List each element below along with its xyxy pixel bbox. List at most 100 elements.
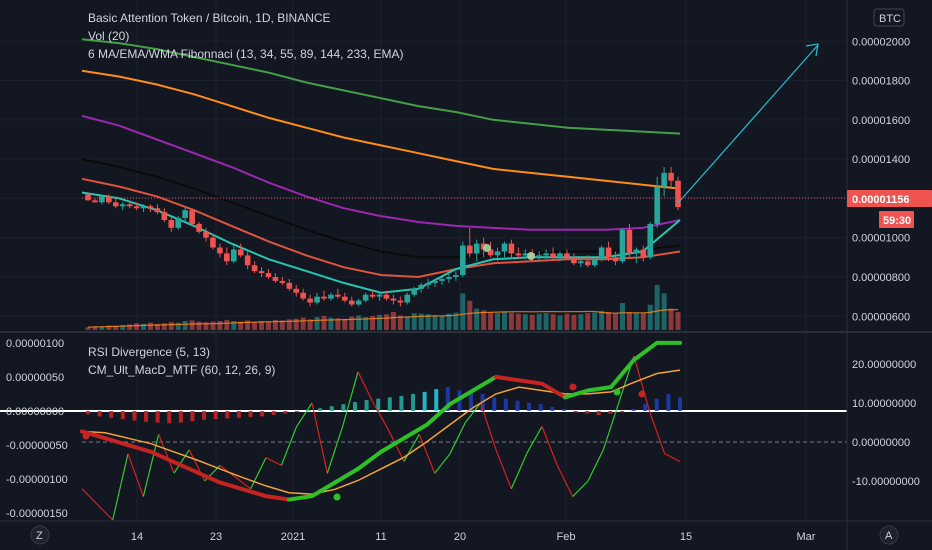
countdown-tag: 59:30 [879,211,914,228]
macd-histogram-bar [527,402,532,411]
rsi-segment [495,449,512,490]
symbol-title[interactable]: Basic Attention Token / Bitcoin, 1D, BIN… [88,11,331,25]
rsi-legend[interactable]: RSI Divergence (5, 13) [88,345,210,359]
volume-bar [328,317,334,330]
macd-histogram-bar [352,402,357,411]
volume-bar [238,321,244,330]
rsi-segment [326,426,344,474]
volume-bar [606,312,612,330]
rsi-segment [572,480,589,498]
macd-histogram-bar [515,400,520,411]
candle-body [147,206,154,209]
candle-body [668,172,674,181]
candle-body [432,280,438,283]
auto-scale-icon[interactable]: A [879,525,899,545]
candle-body [342,296,348,301]
macd-histogram-bar [97,410,102,417]
candle-body [439,278,445,281]
countdown-value: 59:30 [883,215,911,227]
macd-histogram-bar [294,410,299,413]
volume-bar [613,313,619,330]
rsi-segment [357,371,374,404]
macd-histogram-bar [376,398,381,411]
candle-body [626,229,633,254]
macd-histogram-bar [666,393,671,411]
candle-body [237,249,244,256]
price-tag-value: 0.00001156 [852,194,910,206]
volume-bar [342,318,348,330]
macd-line-segment [126,443,153,454]
macd-line-segment [632,340,659,362]
ema-line-1 [81,38,681,135]
candle-body [571,257,577,264]
volume-bar [259,321,265,330]
rsi-segment [342,371,359,427]
candle-body [210,237,216,248]
candle-body [321,296,327,299]
macd-histogram-bar [619,410,624,413]
lower-right-tick: 0.00000000 [852,437,910,449]
macd-line-segment [218,480,245,492]
macd-line-segment [540,381,567,400]
rsi-segment [449,422,466,454]
candle-body [92,200,98,203]
lower-right-tick: 20.00000000 [852,359,916,371]
candle-body [612,257,619,262]
macd-cross-dot [569,383,577,391]
volume-bar [203,322,209,330]
currency-badge[interactable]: BTC [873,8,905,27]
volume-bar [307,319,313,330]
volume-bar [141,323,147,330]
rsi-segment [127,453,144,497]
projection-arrow[interactable] [677,43,819,204]
timezone-toggle-icon[interactable]: Z [30,525,50,545]
volume-bar [370,315,376,330]
ma-legend[interactable]: 6 MA/EMA/WMA Fibonnaci (13, 34, 55, 89, … [88,47,403,61]
price-tick-label: 0.00001800 [852,76,910,88]
volume-bar [439,315,445,330]
volume-bar [557,315,563,330]
candle-body [411,288,418,295]
candle-body [196,223,202,232]
ema-line-5 [81,177,681,279]
macd-line-segment [356,449,383,471]
macd-histogram-bar [654,398,659,411]
macd-line-segment [149,449,176,465]
macd-line-segment [172,460,199,475]
volume-bar [453,312,459,330]
volume-bar [467,300,473,330]
volume-legend[interactable]: Vol (20) [88,29,129,43]
volume-bar [314,317,320,330]
volume-bar [675,312,681,330]
rsi-segment [664,453,681,463]
rsi-segment [250,457,267,490]
macd-line-segment [563,388,590,400]
volume-bar [529,314,535,330]
volume-bar [85,327,91,330]
macd-line-segment [471,374,498,393]
rsi-segment [587,449,604,482]
candle-body [487,249,494,256]
candle-body [126,204,133,207]
price-tick-label: 0.00002000 [852,36,910,48]
rsi-segment [541,426,558,466]
rsi-segment [556,465,574,497]
time-axis[interactable]: 14 23 2021 11 20 Feb 15 Mar [131,531,816,543]
lower-left-tick: -0.00000150 [6,508,68,520]
volume-bar [175,322,181,330]
candle-body [119,204,126,207]
volume-bar [564,313,570,330]
macd-histogram-bar [411,393,416,411]
macd-histogram-bar [399,395,404,411]
macd-histogram-bar [271,410,276,416]
macd-histogram-bar [202,410,207,420]
lower-axes[interactable]: 0.00000100 0.00000050 0.00000000 -0.0000005… [6,338,920,520]
volume-bar [446,313,452,330]
macd-histogram-bar [503,398,508,411]
volume-bar [349,316,355,330]
lower-left-tick: 0.00000050 [6,372,64,384]
volume-bar [224,319,230,330]
candle-body [335,294,341,297]
macd-legend[interactable]: CM_Ult_MacD_MTF (60, 12, 26, 9) [88,363,275,377]
macd-line-segment [310,480,337,499]
